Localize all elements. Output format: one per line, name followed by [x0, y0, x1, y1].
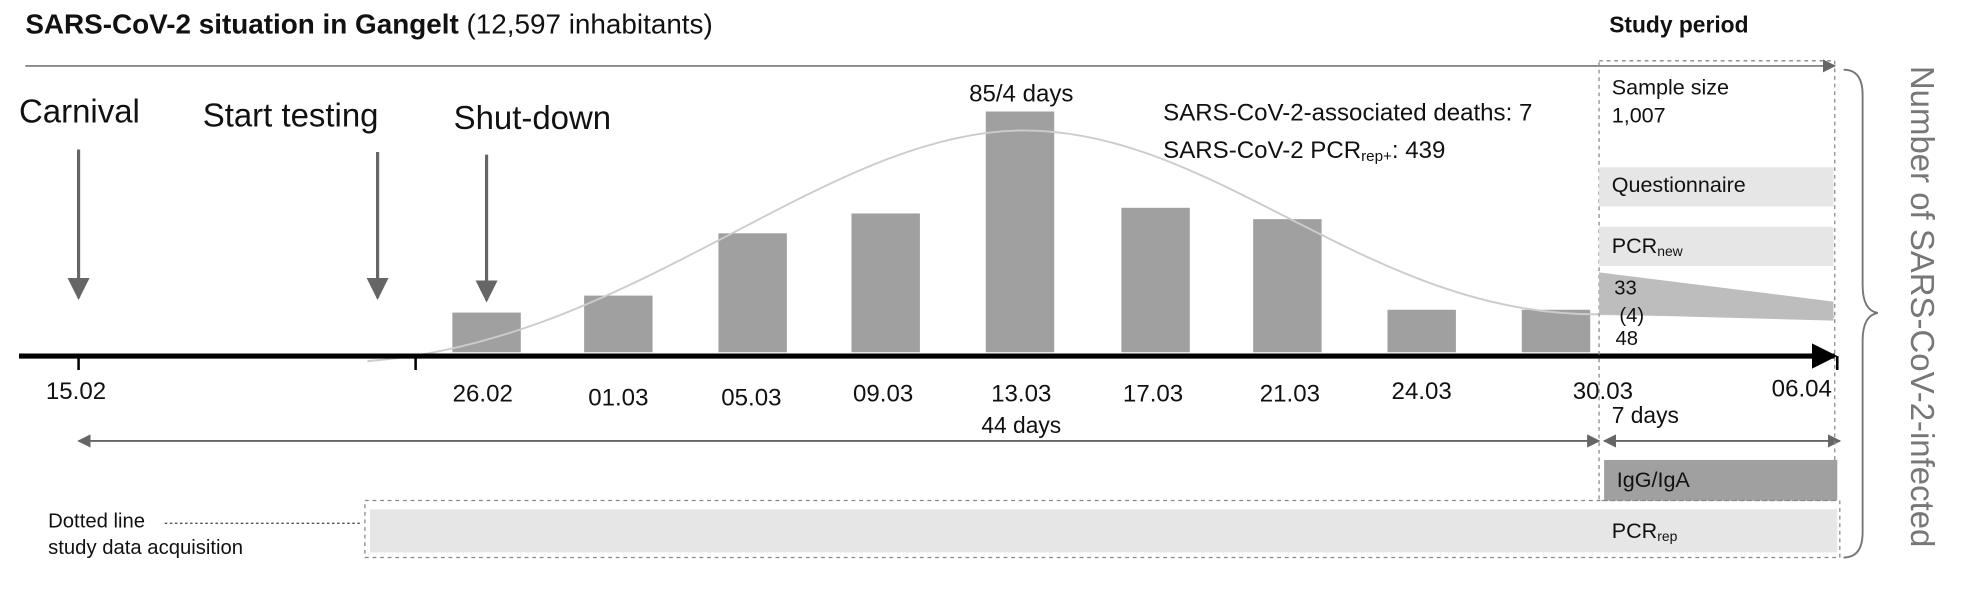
legend-text: study data acquisition: [48, 537, 243, 559]
count: 48: [1616, 328, 1639, 350]
pcr-rep-box: [370, 509, 1838, 553]
peak-label: 85/4 days: [969, 80, 1073, 107]
brace: [1843, 68, 1879, 559]
wedge: [1599, 272, 1834, 321]
date-label: 01.03: [588, 384, 648, 411]
legend-text: Dotted line: [48, 510, 145, 532]
event-label: Start testing: [203, 97, 379, 134]
date-label: 13.03: [991, 381, 1051, 408]
bar: [1253, 219, 1322, 353]
span-label: 44 days: [981, 412, 1061, 438]
questionnaire: Questionnaire: [1612, 173, 1746, 197]
igg-box: [1604, 459, 1838, 501]
sample-size: 1,007: [1612, 103, 1666, 127]
pcr-new: PCRnew: [1612, 234, 1684, 259]
pcr-new-box: [1599, 226, 1834, 267]
curve: [367, 129, 1835, 363]
bar: [1387, 309, 1456, 353]
pcr-rep: PCRrep: [1612, 519, 1678, 544]
count: 33: [1614, 277, 1637, 299]
study-title: Study period: [1609, 12, 1748, 38]
event-label: Carnival: [19, 93, 140, 130]
date-label: 17.03: [1123, 381, 1183, 408]
axis-ticks: [77, 356, 1839, 370]
bar: [1121, 207, 1190, 353]
igg: IgG/IgA: [1617, 468, 1691, 492]
event-label: Shut-down: [454, 99, 611, 136]
sample-size-label: Sample size: [1612, 75, 1729, 99]
dates: 15.02 26.02 01.03 05.03 09.03 13.03 17.03 21.03…: [46, 376, 1832, 412]
date-label: 26.02: [453, 381, 513, 408]
bars: [452, 111, 1591, 353]
date-label: 30.03: [1573, 378, 1633, 405]
side-label: Number of SARS-CoV-2-infected: [1904, 66, 1941, 547]
bar: [584, 295, 653, 353]
bar: [985, 111, 1055, 353]
questionnaire-box: [1599, 167, 1834, 207]
bar: [851, 213, 920, 353]
date-label: 09.03: [853, 381, 913, 408]
bar: [1521, 309, 1591, 353]
date-label: 15.02: [46, 378, 106, 405]
date-label: 06.04: [1772, 376, 1832, 403]
acquisition-frame: [364, 499, 1841, 559]
count: (4): [1619, 305, 1644, 327]
bar: [718, 233, 787, 353]
span-label: 7 days: [1612, 402, 1679, 428]
event-arrows: [67, 149, 498, 303]
pcr-positive: SARS-CoV-2 PCRrep+: 439: [1163, 137, 1445, 165]
title: SARS-CoV-2 situation in Gangelt (12,597 …: [25, 9, 712, 40]
date-label: 05.03: [721, 384, 781, 411]
date-label: 21.03: [1260, 381, 1320, 408]
date-label: 24.03: [1392, 378, 1452, 405]
deaths: SARS-CoV-2-associated deaths: 7: [1163, 99, 1532, 126]
